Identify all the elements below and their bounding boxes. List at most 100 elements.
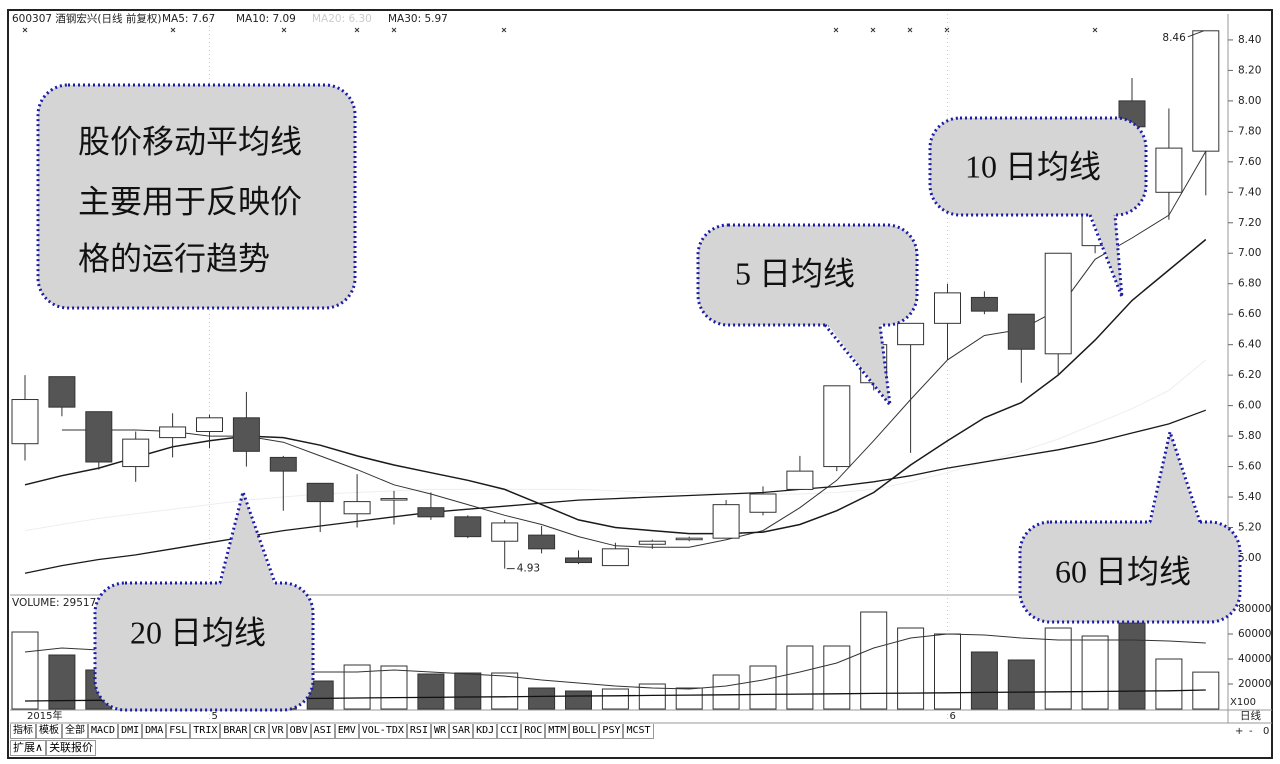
- tab[interactable]: ROC: [521, 724, 546, 739]
- y-tick-label: 40000: [1238, 653, 1271, 665]
- tab[interactable]: ASI: [310, 724, 335, 739]
- tab[interactable]: 扩展∧: [10, 740, 47, 756]
- candle-body: [1155, 147, 1183, 193]
- candle-body: [48, 376, 76, 408]
- tab[interactable]: BRAR: [220, 724, 251, 739]
- tab[interactable]: PSY: [599, 724, 624, 739]
- tab[interactable]: SAR: [449, 724, 474, 739]
- marker-cross: [281, 27, 287, 33]
- volume-bar: [1044, 627, 1072, 710]
- candle-body: [675, 537, 703, 541]
- volume-bar: [786, 645, 814, 710]
- zoom-button[interactable]: +: [1235, 726, 1243, 737]
- x-tick-label: 5: [212, 711, 218, 722]
- candle-body: [85, 411, 113, 463]
- tab[interactable]: VR: [268, 724, 287, 739]
- candle-body: [712, 504, 740, 539]
- volume-bar: [823, 645, 851, 710]
- tab[interactable]: KDJ: [473, 724, 498, 739]
- volume-bar: [491, 672, 519, 710]
- zoom-button[interactable]: 0: [1263, 726, 1269, 737]
- callout-text: 20 日均线: [130, 614, 266, 650]
- callout-text: 60 日均线: [1055, 553, 1191, 589]
- volume-bar: [380, 665, 408, 710]
- tab[interactable]: RSI: [406, 724, 431, 739]
- candle-body: [380, 498, 408, 501]
- y-tick-label: 7.80: [1238, 125, 1261, 137]
- y-tick-label: 8.40: [1238, 34, 1261, 46]
- callout-text: 5 日均线: [735, 255, 855, 291]
- tab[interactable]: 关联报价: [46, 740, 97, 756]
- ma-label: MA5: 7.67: [162, 13, 215, 25]
- marker-cross: [170, 27, 176, 33]
- tab[interactable]: DMI: [118, 724, 143, 739]
- y-tick-label: 80000: [1238, 603, 1271, 615]
- y-tick-label: 6.00: [1238, 400, 1261, 412]
- y-tick-label: 6.20: [1238, 369, 1261, 381]
- ma-label: MA20: 6.30: [312, 13, 372, 25]
- y-tick-label: 7.20: [1238, 217, 1261, 229]
- tab[interactable]: EMV: [334, 724, 359, 739]
- callout-bubble: [93, 581, 315, 712]
- y-tick-label: 5.80: [1238, 430, 1261, 442]
- tab[interactable]: CR: [250, 724, 269, 739]
- volume-bar: [1081, 635, 1109, 710]
- candle-body: [638, 540, 666, 545]
- candle-body: [1007, 313, 1035, 350]
- tab[interactable]: TRIX: [190, 724, 221, 739]
- tab[interactable]: VOL-TDX: [358, 724, 407, 739]
- y-tick-label: 60000: [1238, 628, 1271, 640]
- ma-line: [24, 359, 1207, 532]
- callout-tail-edge: [1148, 426, 1202, 523]
- volume-bar: [11, 631, 39, 710]
- marker-cross: [501, 27, 507, 33]
- y-tick-label: 6.60: [1238, 308, 1261, 320]
- candle-body: [159, 426, 187, 439]
- indicator-tabs: 指标 模板 全部 MACD DMI DMA FSL TRIX BRAR CR VR OBV ASI EMV…: [10, 724, 654, 739]
- extra-tabs: 扩展∧ 关联报价: [10, 740, 97, 756]
- ma-label: MA10: 7.09: [236, 13, 296, 25]
- volume-bar: [601, 688, 629, 710]
- tab[interactable]: OBV: [286, 724, 311, 739]
- y-tick-label: 6.80: [1238, 278, 1261, 290]
- y-tick-label: 5.60: [1238, 461, 1261, 473]
- volume-bar: [712, 674, 740, 710]
- tab[interactable]: CCI: [497, 724, 522, 739]
- candle-body: [823, 385, 851, 468]
- candle-body: [601, 548, 629, 567]
- tab[interactable]: MTM: [545, 724, 570, 739]
- volume-bar: [1155, 658, 1183, 710]
- callout-text: 主要用于反映价: [78, 183, 302, 219]
- tab[interactable]: 模板: [36, 724, 62, 739]
- tab[interactable]: DMA: [142, 724, 167, 739]
- tab[interactable]: FSL: [166, 724, 191, 739]
- tab[interactable]: 指标: [10, 724, 36, 739]
- volume-bar: [934, 633, 961, 710]
- tab[interactable]: MCST: [623, 724, 654, 739]
- candle-body: [269, 456, 297, 472]
- candle-body: [934, 292, 961, 324]
- candle-body: [897, 322, 925, 346]
- tab[interactable]: MACD: [88, 724, 119, 739]
- volume-bar: [860, 611, 888, 710]
- y-tick-label: 8.20: [1238, 64, 1261, 76]
- chart-title: 600307 酒钢宏兴(日线 前复权): [12, 12, 161, 25]
- y-tick-label: 7.40: [1238, 186, 1261, 198]
- candle-body: [454, 516, 482, 538]
- tab[interactable]: BOLL: [569, 724, 600, 739]
- tab[interactable]: 全部: [62, 724, 88, 739]
- candle-body: [196, 417, 223, 433]
- annotation-arrow: [1187, 30, 1204, 38]
- volume-bar: [970, 651, 998, 710]
- callout-tail-edge: [823, 324, 893, 411]
- volume-bar: [675, 687, 703, 710]
- callout-tail: [1150, 432, 1200, 526]
- x-tick-label: 6: [950, 711, 956, 722]
- marker-cross: [391, 27, 397, 33]
- callout-tail: [220, 492, 275, 587]
- tab[interactable]: WR: [430, 724, 450, 739]
- marker-cross: [833, 27, 839, 33]
- zoom-button[interactable]: -: [1249, 726, 1253, 737]
- annotation-label: 8.46: [1162, 32, 1186, 44]
- candle-body: [232, 417, 260, 452]
